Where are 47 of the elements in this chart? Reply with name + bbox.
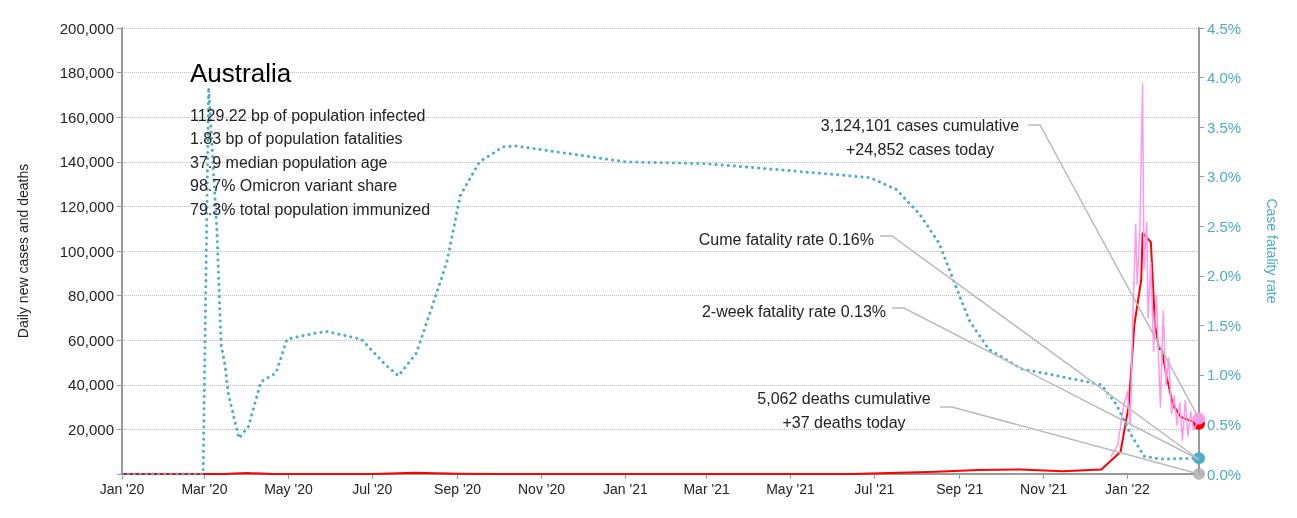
y2-tick-label: 3.0%: [1207, 168, 1242, 186]
x-tick-label: Jul '21: [854, 481, 895, 497]
x-tick-label: May '21: [766, 481, 815, 497]
y-tick-label: 40,000: [68, 376, 114, 394]
y-axis-title: Daily new cases and deaths: [15, 163, 31, 339]
y-tick-label: 160,000: [59, 108, 114, 126]
annotation: 5,062 deaths cumulative +37 deaths today: [757, 389, 931, 431]
annotation: 2-week fatality rate 0.13%: [701, 302, 886, 320]
y2-tick-label: 2.0%: [1207, 267, 1242, 285]
y-tick-label: 80,000: [68, 287, 114, 305]
x-tick-label: Mar '20: [181, 481, 228, 497]
x-tick-label: Mar '21: [683, 481, 730, 497]
y2-tick-label: 0.5%: [1207, 415, 1242, 433]
y-tick-label: 120,000: [59, 197, 114, 215]
annotation: 1129.22 bp of population infected: [190, 106, 426, 124]
y-tick-label: 100,000: [59, 242, 114, 260]
annotation: 37.9 median population age: [190, 153, 388, 171]
y2-tick-label: 1.0%: [1207, 366, 1242, 384]
text: Australia: [190, 58, 292, 88]
x-tick-label: Jan '22: [1105, 481, 1151, 497]
y2-tick-label: 1.5%: [1207, 316, 1242, 334]
y2-axis-title: Case fatality rate: [1264, 198, 1280, 304]
x-tick-label: Nov '21: [1020, 481, 1068, 497]
y-tick-label: 200,000: [59, 19, 114, 37]
y-tick-label: 140,000: [59, 153, 114, 171]
y-tick-label: 180,000: [59, 64, 114, 82]
x-tick-label: Sep '20: [434, 481, 482, 497]
annotation: 3,124,101 cases cumulative +24,852 cases today: [820, 116, 1020, 158]
x-tick-label: Jan '20: [99, 481, 145, 497]
annotation: 98.7% Omicron variant share: [190, 177, 398, 194]
y2-tick-label: 0.0%: [1207, 465, 1242, 483]
y2-tick-label: 4.0%: [1207, 69, 1242, 87]
y-tick-label: 20,000: [68, 420, 114, 438]
x-tick-label: May '20: [264, 481, 313, 497]
y-tick-label: 60,000: [68, 331, 114, 349]
y2-tick-label: 4.5%: [1207, 19, 1242, 37]
point: [1193, 467, 1205, 480]
annotation: Cume fatality rate 0.16%: [698, 230, 874, 248]
x-tick-label: Sep '21: [936, 481, 984, 497]
x-tick-label: Jan '21: [603, 481, 648, 497]
point: [1193, 412, 1205, 425]
y2-tick-label: 3.5%: [1207, 118, 1242, 136]
x-tick-label: Nov '20: [518, 481, 566, 497]
y2-tick-label: 2.5%: [1207, 217, 1242, 235]
annotation: 1.83 bp of population fatalities: [190, 130, 403, 147]
annotation: 79.3% total population immunized: [190, 200, 431, 218]
x-tick-label: Jul '20: [352, 481, 393, 497]
